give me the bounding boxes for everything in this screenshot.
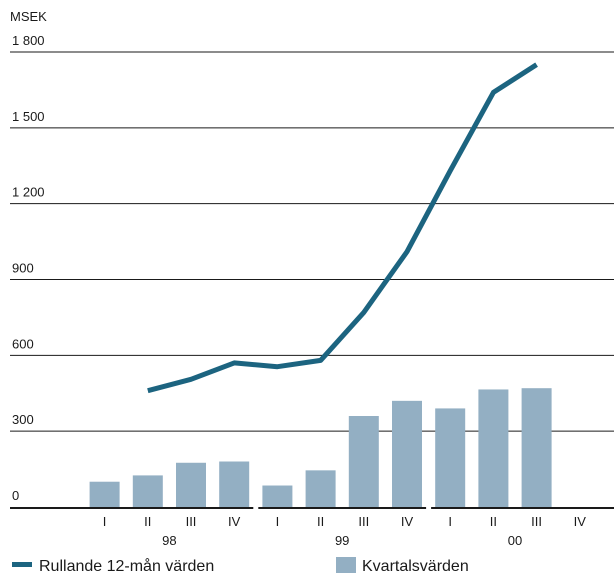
series-line	[147, 62, 538, 394]
bar	[478, 389, 509, 507]
legend-label: Kvartalsvärden	[362, 558, 469, 574]
legend-swatch-line	[12, 562, 32, 567]
x-tick-label: III	[186, 514, 197, 529]
bar	[262, 485, 293, 507]
x-tick-label: IV	[401, 514, 414, 529]
legend-item-line: Rullande 12-mån värden	[12, 557, 214, 575]
x-tick-label: II	[317, 514, 324, 529]
y-tick-label: 900	[12, 261, 34, 276]
bar	[392, 400, 422, 507]
bar-series-kvartalsvarden	[89, 388, 552, 507]
x-tick-label: III	[358, 514, 369, 529]
x-tick-label: IV	[228, 514, 241, 529]
x-tick-label: I	[448, 514, 452, 529]
legend-item-bar: Kvartalsvärden	[336, 557, 469, 575]
y-tick-label: 1 500	[12, 109, 45, 124]
x-tick-label: I	[103, 514, 107, 529]
y-tick-label: 0	[12, 488, 19, 503]
bar	[305, 470, 336, 507]
bar	[132, 475, 163, 507]
y-axis-unit-label: MSEK	[10, 9, 47, 24]
x-group-label: 99	[335, 533, 349, 548]
legend-label: Rullande 12-mån värden	[39, 557, 214, 574]
bar	[435, 408, 466, 507]
x-group-label: 00	[508, 533, 522, 548]
x-group-label: 98	[162, 533, 176, 548]
x-tick-label: IV	[574, 514, 587, 529]
x-tick-label: III	[531, 514, 542, 529]
grid-lines	[10, 51, 614, 432]
x-tick-label: I	[276, 514, 280, 529]
line-series-rullande	[147, 62, 538, 394]
bar	[521, 388, 552, 507]
bar	[219, 461, 250, 507]
y-tick-label: 1 800	[12, 33, 45, 48]
x-tick-label: II	[490, 514, 497, 529]
bar	[176, 462, 206, 507]
legend-swatch-bar	[336, 557, 356, 573]
bar	[348, 416, 379, 507]
bar	[89, 481, 120, 507]
x-tick-label: II	[144, 514, 151, 529]
legend: Rullande 12-mån värden Kvartalsvärden	[12, 557, 469, 575]
y-tick-labels: 0 300 600 900 1 200 1 500 1 800	[12, 33, 45, 503]
y-tick-label: 1 200	[12, 185, 45, 200]
y-tick-label: 600	[12, 336, 34, 351]
y-tick-label: 300	[12, 412, 34, 427]
